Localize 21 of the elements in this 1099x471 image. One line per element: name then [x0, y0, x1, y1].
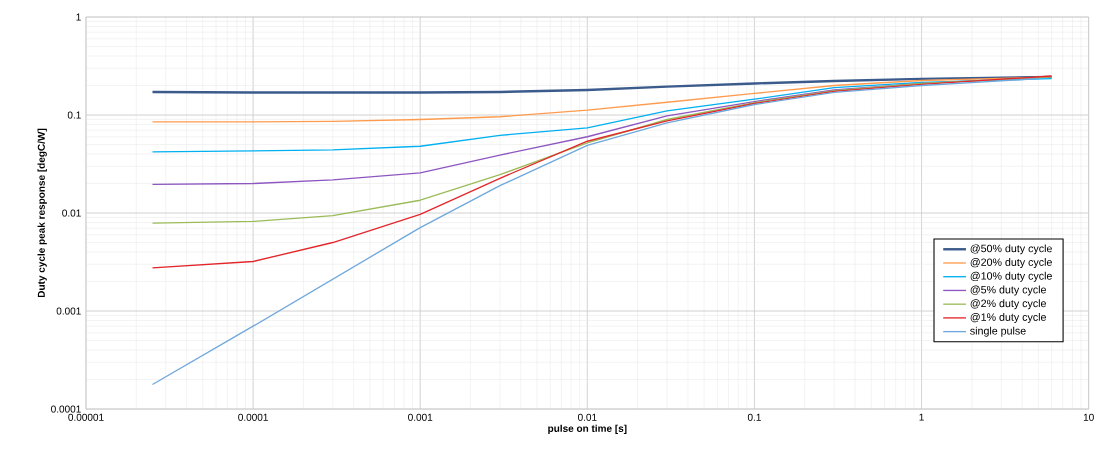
legend-label: single pulse	[970, 326, 1026, 337]
legend-label: @5% duty cycle	[970, 285, 1046, 296]
x-tick-label: 10	[1083, 413, 1094, 421]
x-tick-label: 1	[919, 413, 924, 421]
y-tick-label: 0.01	[62, 209, 81, 217]
x-tick-label: 0.0001	[238, 413, 268, 421]
x-tick-label: 0.1	[747, 413, 761, 421]
legend-label: @50% duty cycle	[970, 244, 1052, 255]
x-tick-label: 0.00001	[68, 413, 104, 421]
x-tick-label: 0.01	[577, 413, 597, 421]
y-tick-label: 0.1	[67, 111, 81, 119]
x-tick-label: 0.001	[408, 413, 433, 421]
legend-label: @20% duty cycle	[970, 258, 1052, 269]
legend-label: @1% duty cycle	[970, 313, 1046, 323]
x-axis-title: pulse on time [s]	[548, 424, 627, 434]
y-tick-label: 0.0001	[51, 405, 81, 413]
y-tick-label: 0.001	[56, 307, 81, 315]
legend-label: @2% duty cycle	[970, 299, 1046, 310]
y-axis-title: Duty cycle peak response [degC/W]	[37, 128, 47, 298]
legend-label: @10% duty cycle	[970, 271, 1052, 282]
y-tick-label: 1	[76, 13, 81, 21]
